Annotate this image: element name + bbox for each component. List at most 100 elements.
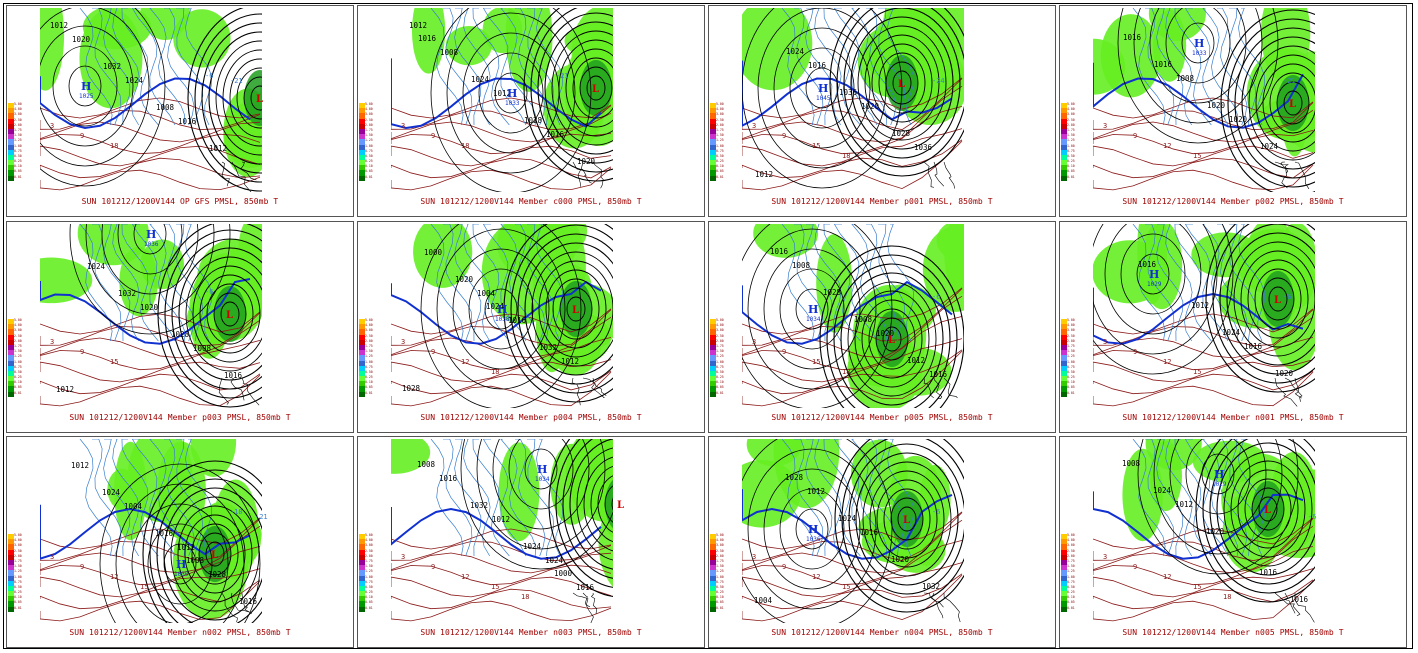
isotherm-label: 3 xyxy=(1103,553,1107,561)
precip-scale-swatch: 0.50 xyxy=(359,585,373,592)
isotherm-cold xyxy=(1174,439,1212,557)
precip-scale-label: 2.00 xyxy=(365,553,373,558)
isobar xyxy=(747,228,877,390)
precip-scale-swatch: 2.50 xyxy=(359,334,373,340)
precip-scale-swatch: 1.50 xyxy=(1061,564,1075,571)
isotherm-cold xyxy=(527,224,555,342)
precip-scale-swatch: 3.00 xyxy=(710,328,724,335)
isotherm-warm xyxy=(391,112,612,143)
isotherm-label: 3 xyxy=(401,122,405,130)
coastline xyxy=(933,377,943,400)
isotherm-label: 3 xyxy=(1103,338,1107,346)
precip-scale-swatch: 3.00 xyxy=(359,112,373,119)
precip-area xyxy=(140,8,190,41)
isobar xyxy=(841,439,964,604)
precip-area xyxy=(1145,439,1202,471)
isotherm-label: 3 xyxy=(50,338,54,346)
isobar xyxy=(562,439,613,579)
isobar xyxy=(206,283,254,345)
low-pressure-marker: L xyxy=(1289,99,1296,110)
isobar xyxy=(579,66,613,110)
freezing-line xyxy=(40,504,251,560)
precip-scale-swatch: 2.00 xyxy=(710,554,724,560)
precip-scale-label: 0.50 xyxy=(716,153,724,158)
precip-scale-swatch: 3.00 xyxy=(710,112,724,119)
isotherm-warm xyxy=(1093,568,1314,598)
precip-scale-label: 0.25 xyxy=(365,159,373,164)
precip-scale-swatch: 4.00 xyxy=(8,107,22,114)
high-pressure-value: 1034 xyxy=(806,316,821,323)
precip-scale-label: 1.00 xyxy=(365,143,373,148)
precip-scale-label: 2.00 xyxy=(716,553,724,558)
precip-scale-label: 1.75 xyxy=(365,558,373,563)
precip-scale-swatch: 4.00 xyxy=(710,538,724,545)
coastline xyxy=(231,161,252,192)
isotherm-label: 15 xyxy=(491,583,499,591)
precip-scale-swatch: 0.75 xyxy=(1061,149,1075,155)
coastline xyxy=(931,592,944,619)
isobar xyxy=(187,8,262,192)
panel-caption: SUN 101212/1200V144 Member p002 PMSL, 85… xyxy=(1122,197,1344,206)
isobar-label: 1032 xyxy=(118,289,136,298)
isotherm-cold xyxy=(1156,8,1184,126)
precip-scale-swatch: 1.00 xyxy=(359,144,373,150)
precip-scale-swatch: 1.25 xyxy=(359,138,373,145)
isotherm-cold xyxy=(833,8,878,126)
isobar-label: 1012 xyxy=(492,515,510,524)
isobar xyxy=(559,287,593,331)
isotherm-label: -6 xyxy=(205,72,213,80)
precip-scale-label: 0.05 xyxy=(365,600,373,605)
isobar xyxy=(1209,439,1315,585)
isotherm-warm xyxy=(391,308,612,335)
isotherm-label: -6 xyxy=(932,293,940,301)
map-panel: 1024 1032 1028 1020 1016 1012 1000 1004 3 9 12 18 H 1… xyxy=(357,221,705,433)
isobar xyxy=(890,497,924,541)
low-pressure-marker: L xyxy=(617,500,624,511)
isobar xyxy=(1219,224,1315,375)
isotherm-warm xyxy=(391,309,612,347)
high-pressure-value: 1030 xyxy=(174,571,189,578)
precip-scale-swatch: 0.50 xyxy=(1061,154,1075,161)
isotherm-warm xyxy=(40,568,261,598)
precip-scale-label: 0.50 xyxy=(716,369,724,374)
precip-scale-swatch: 1.75 xyxy=(8,559,22,566)
precip-area xyxy=(258,79,262,149)
isobar xyxy=(883,488,931,550)
precip-scale-swatch: 0.10 xyxy=(8,595,22,602)
isotherm-cold xyxy=(1184,8,1229,126)
precip-scale-label: 0.01 xyxy=(365,390,373,395)
isotherm-cold xyxy=(866,8,897,126)
isotherm-warm xyxy=(1093,545,1314,586)
isobar-label: 1012 xyxy=(409,21,427,30)
isobar-label: 1008 xyxy=(186,556,205,565)
precip-scale-swatch: 0.05 xyxy=(710,385,724,392)
precip-scale-swatch: 0.50 xyxy=(359,370,373,377)
isobar xyxy=(1093,224,1234,375)
map-svg: 1024 1032 1028 1020 1016 1012 1000 1004 3 9 12 18 H1… xyxy=(391,224,613,408)
precip-scale-swatch: 0.50 xyxy=(1061,585,1075,592)
isobar xyxy=(779,268,845,350)
isotherm-cold xyxy=(536,439,564,557)
freezing-line xyxy=(391,58,602,129)
isotherm-cold xyxy=(878,224,906,342)
precip-scale-label: 1.25 xyxy=(365,354,373,359)
precip-scale-swatch: 1.25 xyxy=(8,569,22,576)
isotherm-warm xyxy=(40,97,261,119)
precip-scale-label: 0.05 xyxy=(14,385,22,390)
precip-scale-swatch: 3.00 xyxy=(8,543,22,550)
precip-scale-swatch: 4.00 xyxy=(8,323,22,330)
isobar xyxy=(1241,36,1315,170)
coastline xyxy=(1294,161,1310,190)
precip-scale-label: 0.10 xyxy=(1067,380,1075,385)
precip-color-scale: 5.00 4.00 3.00 2.50 2.00 1.75 1.50 1.25 1.00 0.75… xyxy=(710,102,724,181)
precip-scale-swatch: 0.05 xyxy=(1061,385,1075,392)
precip-scale-swatch: 1.00 xyxy=(710,360,724,366)
isobar xyxy=(742,8,903,189)
isobar-label: 1000 xyxy=(554,569,573,578)
precip-scale-label: 0.01 xyxy=(1067,605,1075,610)
isotherm-warm xyxy=(40,525,261,574)
isotherm-warm xyxy=(40,312,261,347)
isobar xyxy=(1276,81,1310,125)
isobar xyxy=(68,65,102,107)
